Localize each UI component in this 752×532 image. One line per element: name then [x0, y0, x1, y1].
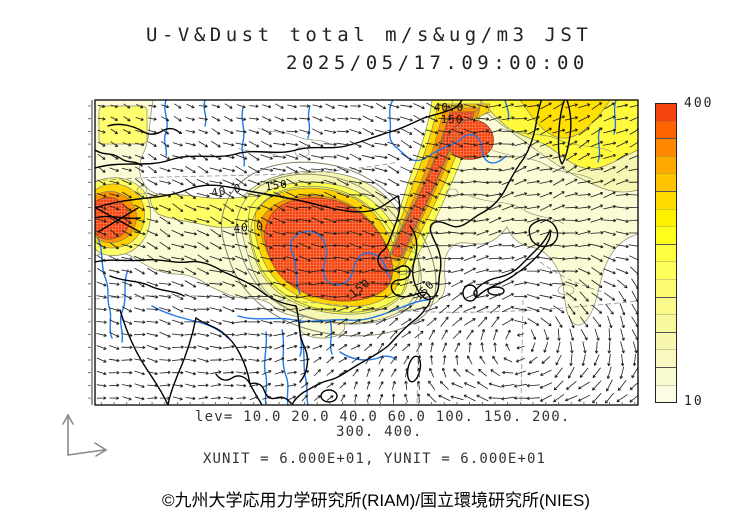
colorbar-segment [656, 208, 676, 227]
colorbar-segment [656, 243, 676, 262]
plot-datetime: 2025/05/17.09:00:00 [286, 52, 589, 74]
levels-line-1: lev= 10.0 20.0 40.0 60.0 100. 150. 200. [195, 409, 571, 425]
colorbar-segment [656, 331, 676, 350]
map-frame [94, 99, 639, 406]
rivers [97, 100, 617, 405]
contour-label: 40.0 [210, 182, 242, 200]
colorbar-segment [656, 138, 676, 156]
colorbar-segment [656, 226, 676, 244]
colorbar-min-label: 10 [684, 394, 704, 409]
contour-label: 150 [264, 178, 288, 194]
colorbar-segment [656, 190, 676, 209]
colorbar-segment [656, 314, 676, 332]
colorbar-segment [656, 173, 676, 191]
contour-label: 150 [441, 113, 464, 126]
colorbar-segment [656, 104, 676, 121]
colorbar-segment [656, 261, 676, 279]
colorbar-segment [656, 366, 676, 385]
copyright-text: ©九州大学応用力学研究所(RIAM)/国立環境研究所(NIES) [161, 491, 591, 510]
levels-line-2: 300. 400. [336, 424, 423, 440]
colorbar-segment [656, 120, 676, 139]
dust-fill-gold-northeast [519, 100, 611, 139]
colorbar [655, 103, 677, 403]
wind-vectors [96, 102, 638, 404]
plot-title: U-V&Dust total m/s&ug/m3 JST [146, 24, 593, 46]
colorbar-segment [656, 278, 676, 297]
map-ticks [88, 105, 636, 405]
contour-label: 40.0 [434, 101, 465, 114]
colorbar-segment [656, 384, 676, 403]
colorbar-segment [656, 296, 676, 315]
colorbar-segment [656, 349, 676, 367]
contour-label: 40.0 [233, 220, 264, 235]
units-line: XUNIT = 6.000E+01, YUNIT = 6.000E+01 [203, 451, 547, 467]
colorbar-segment [656, 155, 676, 174]
axis-arrows-icon [62, 413, 108, 457]
colorbar-max-label: 400 [684, 96, 714, 111]
